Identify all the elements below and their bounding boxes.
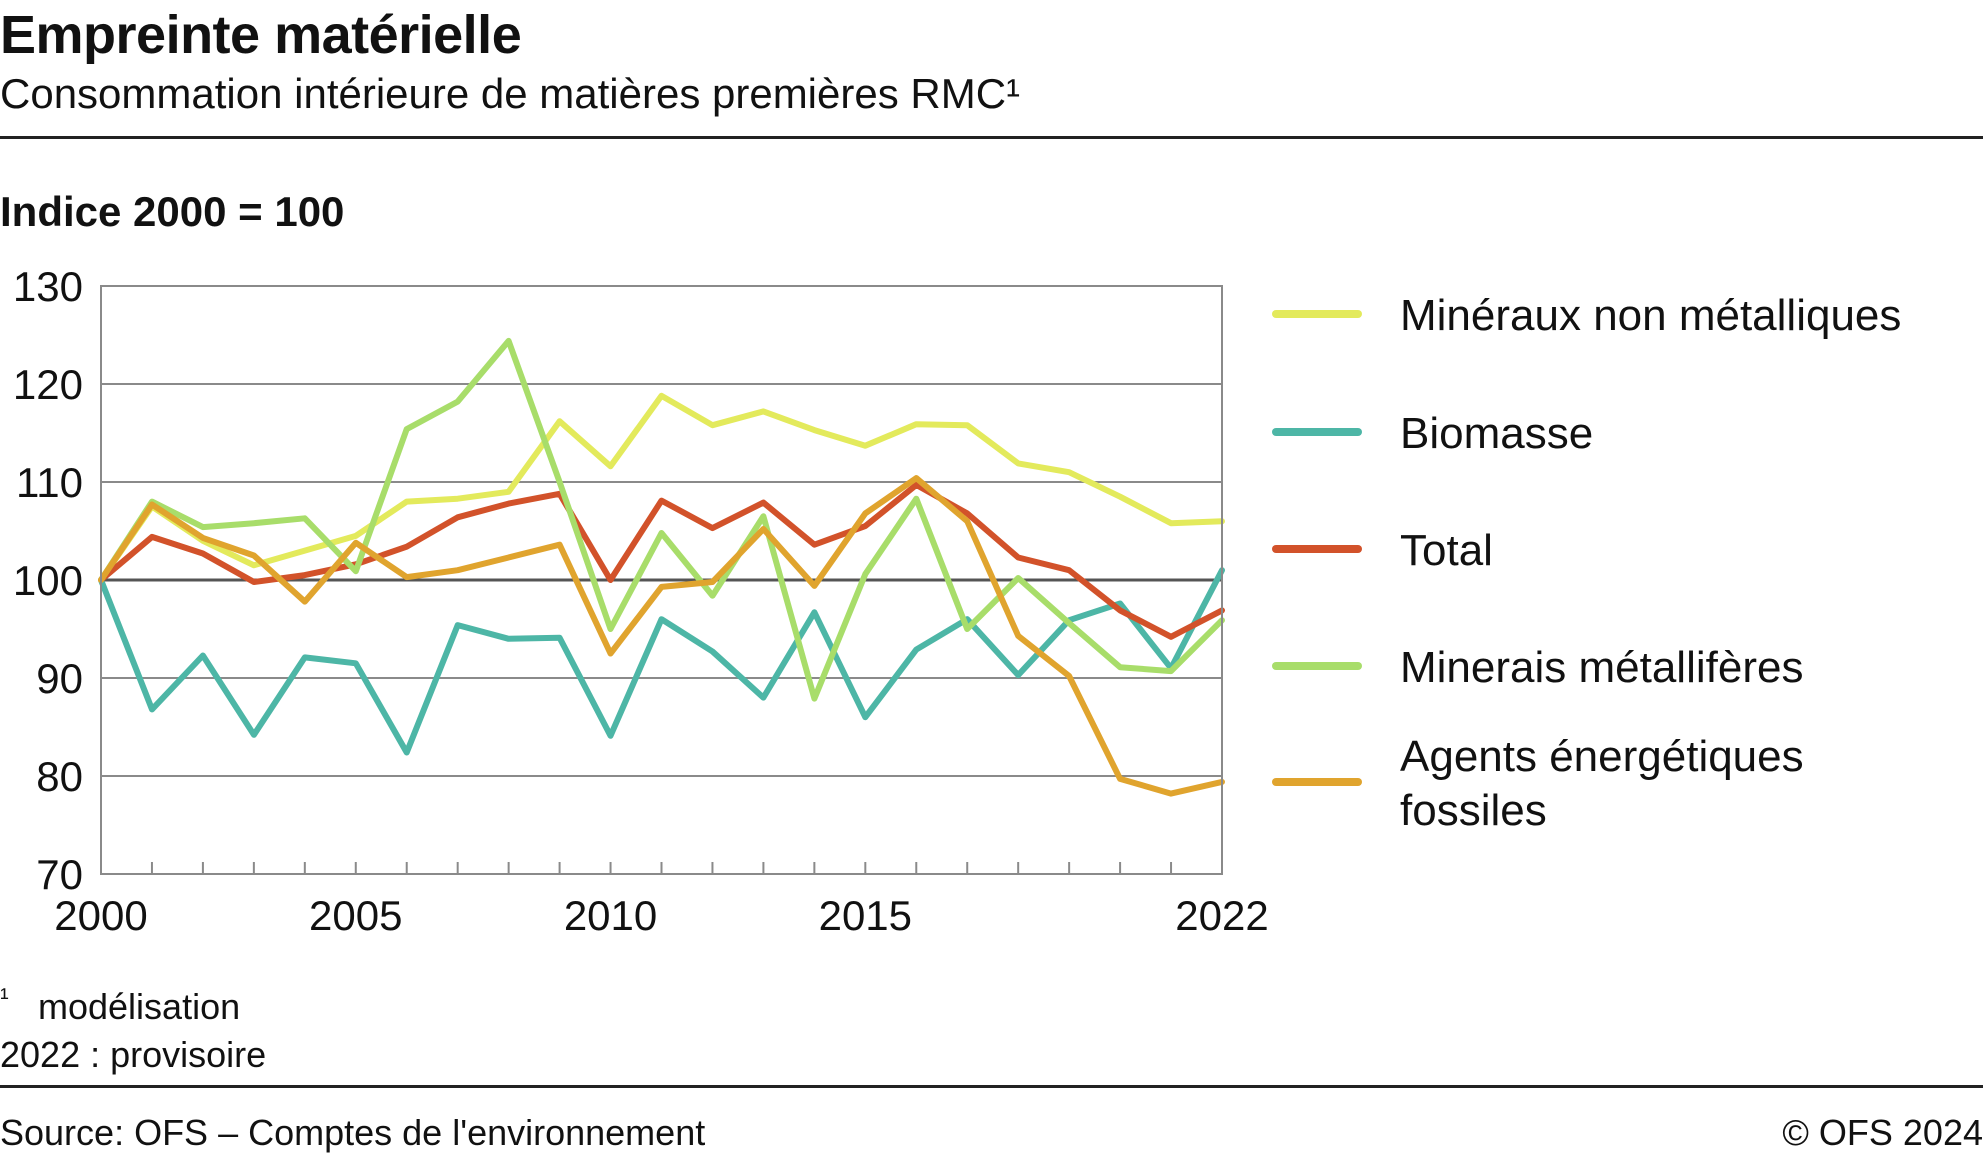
copyright-text: © OFS 2024	[1782, 1112, 1983, 1153]
header-divider	[0, 136, 1983, 139]
legend-label-1: Biomasse	[1400, 409, 1593, 458]
footnote-marker: ¹	[0, 982, 9, 1012]
y-tick-label-120: 120	[13, 361, 83, 408]
y-tick-label-100: 100	[13, 557, 83, 604]
y-tick-label-80: 80	[36, 753, 83, 800]
y-tick-label-90: 90	[36, 655, 83, 702]
series-lines	[98, 337, 1225, 797]
legend-label-4: Agents énergétiques fossiles	[1400, 732, 1804, 835]
source-text: Source: OFS – Comptes de l'environnement	[0, 1112, 706, 1153]
line-chart: 70 80 90 100 110 120 130 2000 2005 2010 2015 2022 M…	[13, 263, 1901, 939]
series-line-2	[98, 481, 1225, 640]
tick-labels: 70 80 90 100 110 120 130 2000 2005 2010 2015 2022	[13, 263, 1269, 939]
y-tick-label-110: 110	[16, 459, 83, 506]
grid-lines	[100, 383, 1223, 874]
series-line-0	[98, 392, 1225, 583]
legend-label-0: Minéraux non métalliques	[1400, 291, 1901, 340]
legend-label-2: Total	[1400, 526, 1493, 575]
legend-label-3: Minerais métallifères	[1400, 643, 1803, 692]
legend: Minéraux non métalliques Biomasse Total Min…	[1272, 291, 1901, 835]
plot-frame	[100, 285, 1223, 875]
y-tick-label-70: 70	[36, 851, 83, 898]
series-line-3	[98, 337, 1225, 702]
footnote-modelisation: modélisation	[38, 986, 241, 1027]
footnote-provisional: 2022 : provisoire	[0, 1034, 267, 1075]
series-line-1	[98, 567, 1225, 756]
y-axis-label: Indice 2000 = 100	[0, 188, 345, 235]
chart-subtitle: Consommation intérieure de matières prem…	[0, 70, 1021, 117]
y-tick-label-130: 130	[13, 263, 83, 310]
x-tick-label-2005: 2005	[309, 892, 402, 939]
footer-divider	[0, 1085, 1983, 1088]
x-tick-label-2015: 2015	[819, 892, 912, 939]
series-line-4	[98, 475, 1225, 797]
x-tick-label-2022: 2022	[1175, 892, 1268, 939]
chart-title: Empreinte matérielle	[0, 5, 522, 65]
x-tick-label-2000: 2000	[54, 892, 147, 939]
x-tick-label-2010: 2010	[564, 892, 657, 939]
plot-border	[100, 285, 1223, 875]
